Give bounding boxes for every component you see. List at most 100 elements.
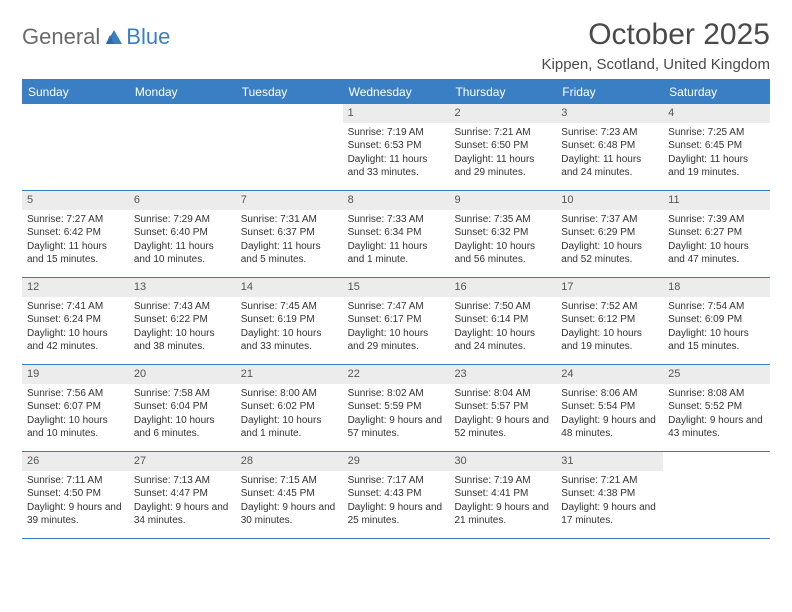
- day-body: Sunrise: 8:02 AMSunset: 5:59 PMDaylight:…: [343, 386, 450, 445]
- week-row: 26Sunrise: 7:11 AMSunset: 4:50 PMDayligh…: [22, 452, 770, 539]
- day-cell: 28 Sunrise: 7:15 AMSunset: 4:45 PMDayligh…: [236, 452, 343, 538]
- daylight-text: Daylight: 10 hours and 29 minutes.: [348, 327, 445, 354]
- day-number: 1: [343, 104, 450, 123]
- day-cell: 19Sunrise: 7:56 AMSunset: 6:07 PMDayligh…: [22, 365, 129, 451]
- daylight-text: Daylight: 10 hours and 33 minutes.: [241, 327, 338, 354]
- day-number: 28: [236, 452, 343, 471]
- sunrise-text: Sunrise: 7:52 AM: [561, 300, 658, 314]
- day-cell: 24Sunrise: 8:06 AMSunset: 5:54 PMDayligh…: [556, 365, 663, 451]
- weekday-header: Tuesday: [236, 80, 343, 104]
- day-body: Sunrise: 7:47 AMSunset: 6:17 PMDaylight:…: [343, 299, 450, 358]
- day-cell: 15Sunrise: 7:47 AMSunset: 6:17 PMDayligh…: [343, 278, 450, 364]
- daylight-text: Daylight: 9 hours and 52 minutes.: [454, 414, 551, 441]
- sunrise-text: Sunrise: 7:37 AM: [561, 213, 658, 227]
- daylight-text: Daylight: 10 hours and 1 minute.: [241, 414, 338, 441]
- sunrise-text: Sunrise: 7:58 AM: [134, 387, 231, 401]
- sunrise-text: Sunrise: 7:50 AM: [454, 300, 551, 314]
- sunrise-text: Sunrise: 8:04 AM: [454, 387, 551, 401]
- day-cell: 27Sunrise: 7:13 AMSunset: 4:47 PMDayligh…: [129, 452, 236, 538]
- day-cell: 23Sunrise: 8:04 AMSunset: 5:57 PMDayligh…: [449, 365, 556, 451]
- day-cell: 6Sunrise: 7:29 AMSunset: 6:40 PMDaylight…: [129, 191, 236, 277]
- day-number: 29: [343, 452, 450, 471]
- weekday-header: Friday: [556, 80, 663, 104]
- location: Kippen, Scotland, United Kingdom: [542, 56, 770, 73]
- daylight-text: Daylight: 10 hours and 10 minutes.: [27, 414, 124, 441]
- day-cell: 14Sunrise: 7:45 AMSunset: 6:19 PMDayligh…: [236, 278, 343, 364]
- sunrise-text: Sunrise: 7:21 AM: [454, 126, 551, 140]
- day-number: 19: [22, 365, 129, 384]
- weekday-header: Monday: [129, 80, 236, 104]
- sunset-text: Sunset: 5:54 PM: [561, 400, 658, 414]
- day-cell: 20Sunrise: 7:58 AMSunset: 6:04 PMDayligh…: [129, 365, 236, 451]
- sunset-text: Sunset: 6:42 PM: [27, 226, 124, 240]
- day-number: 18: [663, 278, 770, 297]
- sunset-text: Sunset: 6:40 PM: [134, 226, 231, 240]
- day-number: 9: [449, 191, 556, 210]
- day-number: 6: [129, 191, 236, 210]
- day-number: 22: [343, 365, 450, 384]
- day-cell: 12Sunrise: 7:41 AMSunset: 6:24 PMDayligh…: [22, 278, 129, 364]
- logo: General Blue: [22, 18, 170, 50]
- sunrise-text: Sunrise: 7:25 AM: [668, 126, 765, 140]
- title-block: October 2025 Kippen, Scotland, United Ki…: [542, 18, 770, 73]
- day-cell: 21Sunrise: 8:00 AMSunset: 6:02 PMDayligh…: [236, 365, 343, 451]
- day-body: Sunrise: 7:15 AMSunset: 4:45 PMDaylight:…: [236, 473, 343, 532]
- day-body: Sunrise: 7:54 AMSunset: 6:09 PMDaylight:…: [663, 299, 770, 358]
- day-cell: 8Sunrise: 7:33 AMSunset: 6:34 PMDaylight…: [343, 191, 450, 277]
- sunrise-text: Sunrise: 7:47 AM: [348, 300, 445, 314]
- sunset-text: Sunset: 6:12 PM: [561, 313, 658, 327]
- sunset-text: Sunset: 5:57 PM: [454, 400, 551, 414]
- sunrise-text: Sunrise: 7:27 AM: [27, 213, 124, 227]
- day-number: 5: [22, 191, 129, 210]
- day-cell: [22, 104, 129, 190]
- day-cell: [236, 104, 343, 190]
- sunrise-text: Sunrise: 7:43 AM: [134, 300, 231, 314]
- sunset-text: Sunset: 4:38 PM: [561, 487, 658, 501]
- sunset-text: Sunset: 6:17 PM: [348, 313, 445, 327]
- day-number: 24: [556, 365, 663, 384]
- sunrise-text: Sunrise: 7:19 AM: [454, 474, 551, 488]
- daylight-text: Daylight: 10 hours and 6 minutes.: [134, 414, 231, 441]
- sunset-text: Sunset: 5:59 PM: [348, 400, 445, 414]
- day-body: Sunrise: 7:19 AMSunset: 6:53 PMDaylight:…: [343, 125, 450, 184]
- daylight-text: Daylight: 9 hours and 48 minutes.: [561, 414, 658, 441]
- day-body: Sunrise: 7:25 AMSunset: 6:45 PMDaylight:…: [663, 125, 770, 184]
- day-cell: 1 Sunrise: 7:19 AMSunset: 6:53 PMDaylight…: [343, 104, 450, 190]
- weekday-header: Sunday: [22, 80, 129, 104]
- day-body: Sunrise: 7:41 AMSunset: 6:24 PMDaylight:…: [22, 299, 129, 358]
- sunset-text: Sunset: 6:02 PM: [241, 400, 338, 414]
- sunrise-text: Sunrise: 7:56 AM: [27, 387, 124, 401]
- day-number: 26: [22, 452, 129, 471]
- day-body: Sunrise: 7:17 AMSunset: 4:43 PMDaylight:…: [343, 473, 450, 532]
- day-body: Sunrise: 7:21 AMSunset: 4:38 PMDaylight:…: [556, 473, 663, 532]
- day-number: 16: [449, 278, 556, 297]
- daylight-text: Daylight: 11 hours and 29 minutes.: [454, 153, 551, 180]
- day-body: Sunrise: 7:43 AMSunset: 6:22 PMDaylight:…: [129, 299, 236, 358]
- day-cell: 16 Sunrise: 7:50 AMSunset: 6:14 PMDayligh…: [449, 278, 556, 364]
- day-cell: 30Sunrise: 7:19 AMSunset: 4:41 PMDayligh…: [449, 452, 556, 538]
- day-body: Sunrise: 7:13 AMSunset: 4:47 PMDaylight:…: [129, 473, 236, 532]
- sunset-text: Sunset: 6:04 PM: [134, 400, 231, 414]
- week-row: 12Sunrise: 7:41 AMSunset: 6:24 PMDayligh…: [22, 278, 770, 365]
- sunset-text: Sunset: 4:45 PM: [241, 487, 338, 501]
- daylight-text: Daylight: 10 hours and 24 minutes.: [454, 327, 551, 354]
- weekday-row: Sunday Monday Tuesday Wednesday Thursday…: [22, 80, 770, 104]
- day-number: 7: [236, 191, 343, 210]
- sunrise-text: Sunrise: 7:45 AM: [241, 300, 338, 314]
- day-number: 17: [556, 278, 663, 297]
- day-number: 3: [556, 104, 663, 123]
- day-cell: 5 Sunrise: 7:27 AMSunset: 6:42 PMDaylight…: [22, 191, 129, 277]
- day-cell: 11Sunrise: 7:39 AMSunset: 6:27 PMDayligh…: [663, 191, 770, 277]
- daylight-text: Daylight: 9 hours and 21 minutes.: [454, 501, 551, 528]
- day-cell: 26Sunrise: 7:11 AMSunset: 4:50 PMDayligh…: [22, 452, 129, 538]
- day-cell: [129, 104, 236, 190]
- day-body: Sunrise: 7:52 AMSunset: 6:12 PMDaylight:…: [556, 299, 663, 358]
- daylight-text: Daylight: 10 hours and 52 minutes.: [561, 240, 658, 267]
- day-body: Sunrise: 7:50 AMSunset: 6:14 PMDaylight:…: [449, 299, 556, 358]
- sunset-text: Sunset: 6:09 PM: [668, 313, 765, 327]
- day-cell: 17 Sunrise: 7:52 AMSunset: 6:12 PMDayligh…: [556, 278, 663, 364]
- weekday-header: Thursday: [449, 80, 556, 104]
- sunset-text: Sunset: 4:47 PM: [134, 487, 231, 501]
- day-body: Sunrise: 7:27 AMSunset: 6:42 PMDaylight:…: [22, 212, 129, 271]
- logo-word2: Blue: [126, 24, 170, 50]
